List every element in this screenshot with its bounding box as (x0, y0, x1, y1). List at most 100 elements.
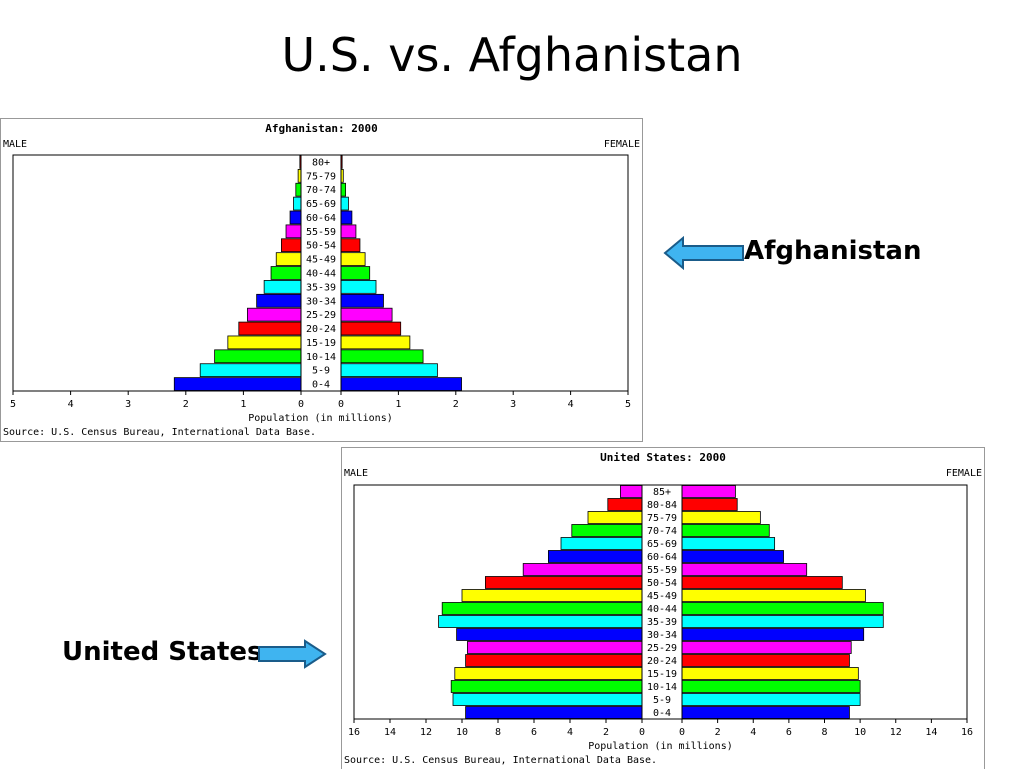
bar-female (340, 363, 438, 378)
bar-female (681, 615, 884, 628)
age-group-label: 70-74 (306, 185, 336, 196)
bar-female (681, 550, 784, 563)
x-tick-label-male: 16 (348, 727, 360, 738)
bar-female (340, 238, 361, 253)
bar-female (681, 498, 738, 511)
bar-male (281, 238, 302, 253)
bar-male (461, 589, 643, 602)
bar-male (295, 182, 302, 197)
bar-male (173, 377, 302, 391)
age-group-label: 60-64 (647, 552, 677, 563)
age-group-label: 25-29 (306, 310, 336, 321)
x-tick-label-male: 5 (10, 399, 16, 410)
source-note: Source: U.S. Census Bureau, Internationa… (344, 755, 657, 766)
bar-female (681, 641, 852, 654)
x-tick-label-female: 5 (625, 399, 631, 410)
age-group-label: 50-54 (647, 578, 677, 589)
bar-male (454, 667, 643, 680)
age-group-label: 55-59 (647, 565, 677, 576)
x-tick-label-male: 6 (531, 727, 537, 738)
bar-female (681, 576, 843, 589)
bar-male (238, 321, 302, 336)
bar-male (285, 224, 302, 239)
bar-male (452, 693, 643, 706)
x-tick-label-female: 0 (338, 399, 344, 410)
x-tick-label-female: 0 (679, 727, 685, 738)
x-tick-label-female: 1 (395, 399, 401, 410)
x-tick-label-male: 4 (567, 727, 573, 738)
right-arrow-icon (258, 639, 327, 669)
bar-male (438, 615, 643, 628)
x-tick-label-female: 6 (786, 727, 792, 738)
bar-male (450, 680, 643, 693)
x-tick-label-female: 12 (890, 727, 902, 738)
us-pyramid-svg: United States: 2000 MALE FEMALE 0-4 5-9 10-14… (344, 451, 982, 766)
age-group-label: 5-9 (653, 695, 671, 706)
plot-border (353, 484, 968, 720)
age-group-label: 55-59 (306, 227, 336, 238)
age-group-label: 50-54 (306, 241, 336, 252)
x-tick-label-female: 4 (750, 727, 756, 738)
united-states-callout: United States (62, 637, 263, 667)
bar-male (270, 266, 302, 280)
x-tick-label-male: 2 (603, 727, 609, 738)
bar-female (340, 293, 384, 308)
bar-male (456, 628, 643, 641)
bar-male (607, 498, 643, 511)
bar-male (619, 485, 643, 498)
bar-male (587, 511, 643, 524)
x-tick-label-female: 10 (854, 727, 866, 738)
bar-female (340, 307, 393, 322)
bar-female (340, 349, 424, 364)
male-label: MALE (344, 468, 368, 479)
bar-male (199, 363, 302, 378)
x-tick-label-female: 3 (510, 399, 516, 410)
bar-female (340, 196, 349, 211)
x-tick-label-male: 10 (456, 727, 468, 738)
age-group-label: 0-4 (312, 380, 330, 391)
x-tick-label-female: 16 (961, 727, 973, 738)
age-group-label: 85+ (653, 487, 671, 498)
chart-title: United States: 2000 (600, 451, 726, 464)
age-group-label: 40-44 (306, 269, 336, 280)
bar-male (547, 550, 643, 563)
bar-male (571, 524, 643, 537)
bar-female (681, 602, 884, 615)
x-tick-label-male: 3 (125, 399, 131, 410)
bar-male (214, 349, 302, 364)
female-label: FEMALE (604, 139, 640, 150)
bar-male (484, 576, 643, 589)
age-group-label: 60-64 (306, 213, 336, 224)
age-group-label: 25-29 (647, 643, 677, 654)
bar-male (275, 252, 302, 266)
bar-female (681, 667, 859, 680)
bar-female (681, 589, 866, 602)
source-note: Source: U.S. Census Bureau, Internationa… (3, 427, 316, 438)
afghanistan-callout: Afghanistan (744, 236, 922, 266)
age-group-label: 15-19 (647, 669, 677, 680)
female-label: FEMALE (946, 468, 982, 479)
bar-female (681, 706, 850, 719)
x-tick-label-male: 0 (298, 399, 304, 410)
age-group-label: 20-24 (647, 656, 677, 667)
bar-female (681, 654, 850, 667)
age-group-label: 45-49 (306, 255, 336, 266)
x-tick-label-male: 2 (183, 399, 189, 410)
bar-female (340, 252, 366, 266)
bar-female (340, 280, 377, 294)
bar-male (465, 706, 643, 719)
bar-male (467, 641, 643, 654)
bar-female (681, 511, 761, 524)
x-tick-label-female: 8 (821, 727, 827, 738)
x-tick-label-female: 2 (715, 727, 721, 738)
age-group-label: 5-9 (312, 366, 330, 377)
age-group-label: 15-19 (306, 338, 336, 349)
bar-male (522, 563, 643, 576)
age-group-label: 80+ (312, 157, 330, 168)
afghanistan-pyramid-chart: Afghanistan: 2000 MALE FEMALE 0-4 5-9 10-14 15… (0, 118, 643, 442)
bar-female (340, 377, 462, 391)
bar-female (340, 321, 402, 336)
bar-female (681, 563, 808, 576)
slide-title: U.S. vs. Afghanistan (281, 28, 743, 82)
age-group-label: 30-34 (306, 296, 336, 307)
